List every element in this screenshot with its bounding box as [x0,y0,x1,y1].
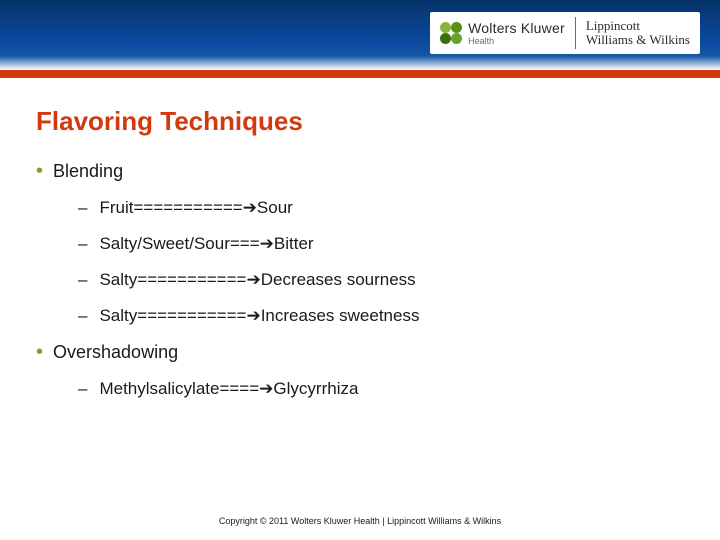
bullet-level1: • Overshadowing [36,342,684,363]
sub-bullet-text: Salty/Sweet/Sour===➔Bitter [99,234,313,254]
lww-line2: Williams & Wilkins [586,33,690,47]
bullet-level2: – Salty/Sweet/Sour===➔Bitter [78,234,684,254]
bullet-text: Overshadowing [53,342,178,363]
sub-bullet-text: Salty===========➔Decreases sourness [99,270,415,290]
bullet-text: Blending [53,161,123,182]
lww-logo: Lippincott Williams & Wilkins [586,19,690,46]
copyright-footer: Copyright © 2011 Wolters Kluwer Health |… [0,516,720,526]
sub-bullet-text: Fruit===========➔Sour [99,198,292,218]
wk-sub: Health [468,37,565,46]
bullet-dot-icon: • [36,342,43,362]
slide-title: Flavoring Techniques [36,106,684,137]
brand-divider [575,17,576,49]
accent-line [0,70,720,78]
dash-icon: – [78,379,87,399]
slide-content: Flavoring Techniques • Blending – Fruit=… [0,78,720,399]
bullet-level2: – Salty===========➔Decreases sourness [78,270,684,290]
bullet-dot-icon: • [36,161,43,181]
dash-icon: – [78,306,87,326]
bullet-level2: – Salty===========➔Increases sweetness [78,306,684,326]
bullet-level2: – Methylsalicylate====➔Glycyrrhiza [78,379,684,399]
dash-icon: – [78,234,87,254]
sub-bullet-text: Methylsalicylate====➔Glycyrrhiza [99,379,358,399]
wolters-kluwer-logo: Wolters Kluwer Health [440,21,565,46]
wk-clover-icon [440,22,462,44]
dash-icon: – [78,198,87,218]
wk-name: Wolters Kluwer [468,21,565,35]
bullet-level2: – Fruit===========➔Sour [78,198,684,218]
lww-line1: Lippincott [586,19,690,33]
bullet-level1: • Blending [36,161,684,182]
dash-icon: – [78,270,87,290]
sub-bullet-text: Salty===========➔Increases sweetness [99,306,419,326]
brand-bar: Wolters Kluwer Health Lippincott William… [430,12,700,54]
header-band: Wolters Kluwer Health Lippincott William… [0,0,720,70]
